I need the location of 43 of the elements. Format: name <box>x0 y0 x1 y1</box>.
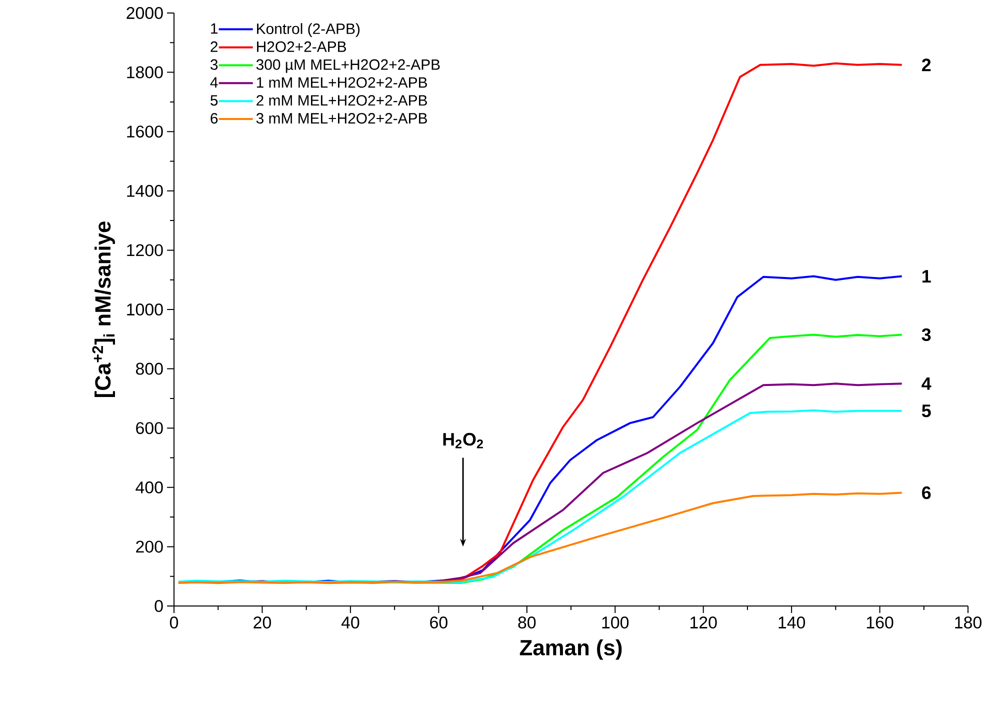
legend-label: H2O2+2-APB <box>257 41 346 52</box>
x-tick-label: 40 <box>341 616 360 628</box>
y-tick-label: 1000 <box>127 304 163 316</box>
legend-label: 2 mM MEL+H2O2+2-APB <box>256 95 427 106</box>
annotation: 3 <box>922 328 931 342</box>
x-tick-label: 120 <box>690 616 717 628</box>
y-tick-label: 1200 <box>127 244 163 256</box>
x-tick-label: 20 <box>254 616 271 628</box>
annotation: 6 <box>922 486 931 500</box>
x-tick-label: 80 <box>518 616 536 628</box>
y-tick-label: 2000 <box>126 6 163 19</box>
y-tick-label: 400 <box>136 481 163 494</box>
text: 6 <box>210 113 218 124</box>
x-tick-label: 100 <box>602 616 629 628</box>
annotation: 2 <box>922 58 931 72</box>
text: 5 <box>210 95 218 106</box>
line-series <box>177 492 903 584</box>
text: 2 <box>210 41 218 52</box>
text: 1 <box>211 23 218 34</box>
legend-label: Kontrol (2-APB) <box>257 23 360 38</box>
annotation: H$_{2}$O$_{2}$ <box>443 432 483 448</box>
x-axis-title: Zaman (s) <box>520 639 622 660</box>
y-axis-title: [Ca$^{+2}$]$_{i}$ nM/saniye <box>92 222 115 397</box>
legend-label: 1 mM MEL+H2O2+2-APB <box>256 77 427 88</box>
x-tick-label: 0 <box>170 616 178 628</box>
x-tick-label: 180 <box>955 616 982 628</box>
x-tick-label: 60 <box>430 616 448 628</box>
text: 3 <box>210 59 218 70</box>
y-tick-label: 1400 <box>127 184 163 197</box>
y-tick-label: 600 <box>136 422 163 434</box>
y-tick-label: 0 <box>154 600 163 612</box>
annotation: 1 <box>922 270 931 282</box>
x-tick-label: 160 <box>866 616 894 628</box>
annotation: 5 <box>922 404 931 418</box>
text: 4 <box>210 77 218 88</box>
x-tick-label: 140 <box>778 616 806 628</box>
y-tick-label: 800 <box>136 362 163 375</box>
y-tick-label: 1600 <box>127 126 163 138</box>
annotation: 4 <box>922 377 932 390</box>
legend-label: 300 µM MEL+H2O2+2-APB <box>256 59 440 73</box>
legend-label: 3 mM MEL+H2O2+2-APB <box>256 113 427 124</box>
y-tick-label: 1800 <box>127 66 163 78</box>
y-tick-label: 200 <box>136 540 163 553</box>
